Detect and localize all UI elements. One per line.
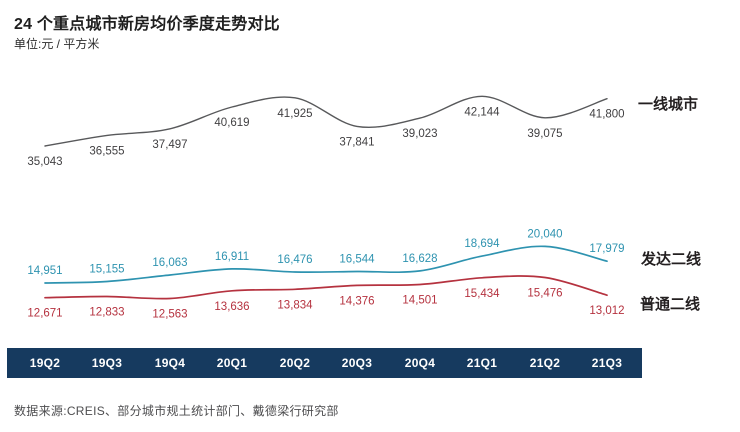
data-label: 13,834 [277,299,313,311]
x-axis-label-19Q3: 19Q3 [91,356,123,370]
data-label: 41,800 [589,109,624,121]
x-axis-banner: 19Q2 19Q3 19Q4 20Q1 20Q2 20Q3 20Q4 21Q1 21Q2 21Q3 [7,348,642,378]
unit-label: 单位:元 / 平方米 [14,37,100,51]
x-axis-label-19Q4: 19Q4 [154,356,186,370]
page-title: 24 个重点城市新房均价季度走势对比 [14,16,280,33]
series-line-0 [44,95,608,147]
data-label: 12,833 [89,307,124,319]
legend-first-tier-cities: 一线城市 [638,96,699,113]
x-axis-label-21Q3: 21Q3 [591,356,623,370]
x-axis-label-21Q1: 21Q1 [466,356,498,370]
data-label: 15,434 [464,288,500,300]
data-label: 37,497 [152,139,187,151]
data-label: 16,476 [277,254,312,266]
data-label: 14,501 [402,295,437,307]
data-label: 13,012 [589,305,624,317]
series-line-1 [44,245,608,284]
data-label: 16,628 [402,253,437,265]
data-label: 12,671 [27,308,62,320]
data-label: 16,063 [152,257,187,269]
data-label: 14,376 [339,295,374,307]
data-label: 12,563 [152,308,187,320]
x-axis-label-20Q3: 20Q3 [341,356,373,370]
x-axis-label-19Q2: 19Q2 [29,356,61,370]
x-axis-label-21Q2: 21Q2 [529,356,561,370]
data-source-note: 数据来源:CREIS、部分城市规土统计部门、戴德梁行研究部 [14,404,339,418]
x-axis-label-20Q2: 20Q2 [279,356,311,370]
data-label: 15,476 [527,288,562,300]
data-label: 41,925 [277,108,312,120]
data-label: 35,043 [27,156,62,168]
data-label: 40,619 [214,117,249,129]
data-label: 17,979 [589,243,624,255]
x-axis-label-20Q1: 20Q1 [216,356,248,370]
legend-ordinary-second-tier: 普通二线 [640,296,701,313]
data-label: 18,694 [464,238,500,250]
data-label: 13,636 [214,301,249,313]
data-label: 14,951 [27,265,62,277]
series-line-2 [44,275,608,300]
data-label: 16,911 [215,251,249,263]
data-label: 36,555 [89,145,124,157]
legend-developed-second-tier: 发达二线 [641,251,702,268]
data-label: 20,040 [527,228,562,240]
data-label: 37,841 [339,136,374,148]
data-label: 42,144 [464,106,500,118]
data-label: 39,023 [402,128,437,140]
data-label: 15,155 [89,264,124,276]
data-label: 16,544 [339,254,375,266]
data-label: 39,075 [527,128,562,140]
x-axis-label-20Q4: 20Q4 [404,356,436,370]
